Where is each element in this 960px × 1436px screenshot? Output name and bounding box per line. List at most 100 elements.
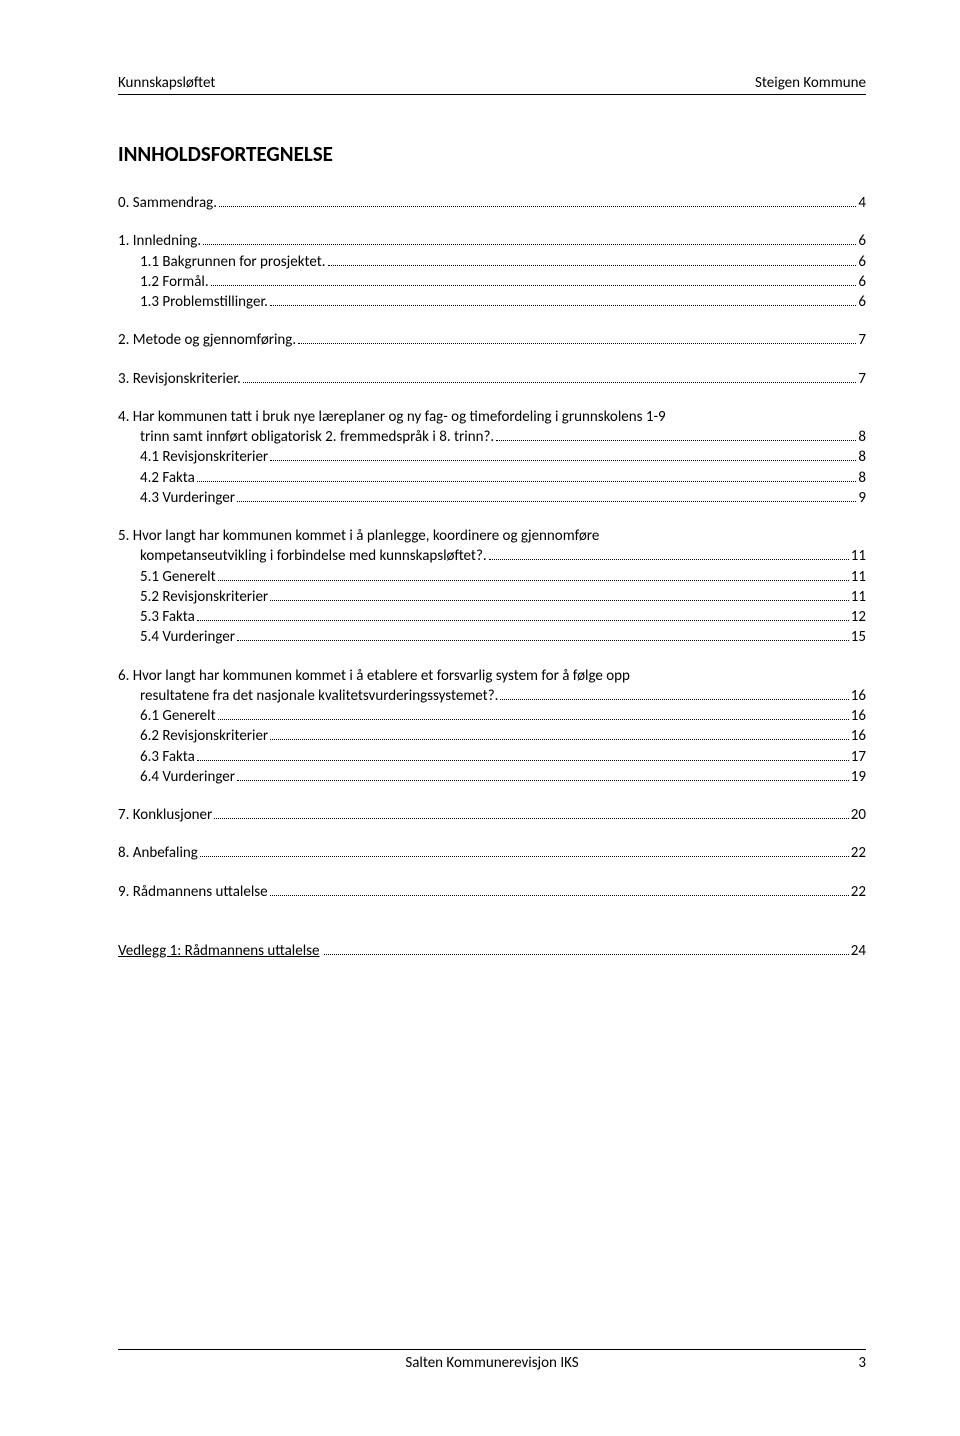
- toc-group: 3. Revisjonskriterier.7: [118, 369, 866, 389]
- toc-leader-dots: [200, 856, 849, 857]
- toc-leader-dots: [211, 285, 857, 286]
- toc-entry: 6.4 Vurderinger19: [118, 767, 866, 787]
- footer-center-text: Salten Kommunerevisjon IKS: [118, 1354, 866, 1372]
- toc-page-number: 11: [851, 567, 866, 587]
- toc-page-number: 4: [858, 193, 866, 213]
- toc-entry: 5.3 Fakta 12: [118, 607, 866, 627]
- toc-group: 2. Metode og gjennomføring. 7: [118, 330, 866, 350]
- toc-label: 4.3 Vurderinger: [140, 488, 235, 508]
- toc-label: 2. Metode og gjennomføring.: [118, 330, 296, 350]
- toc-entry: 2. Metode og gjennomføring. 7: [118, 330, 866, 350]
- toc-page-number: 8: [858, 427, 866, 447]
- toc-page-number: 7: [858, 330, 866, 350]
- toc-group: 6. Hvor langt har kommunen kommet i å et…: [118, 666, 866, 788]
- toc-leader-dots: [243, 382, 857, 383]
- toc-entry: 6.2 Revisjonskriterier 16: [118, 726, 866, 746]
- header-left: Kunnskapsløftet: [118, 74, 215, 92]
- appendix-page: 24: [851, 942, 866, 960]
- appendix-label: Vedlegg 1: Rådmannens uttalelse: [118, 942, 320, 960]
- toc-page-number: 6: [858, 231, 866, 251]
- toc-label: 5.1 Generelt: [140, 567, 216, 587]
- toc-page-number: 8: [858, 468, 866, 488]
- toc-leader-dots: [203, 244, 856, 245]
- toc-page-number: 20: [851, 805, 866, 825]
- toc-entry: resultatene fra det nasjonale kvalitetsv…: [118, 686, 866, 706]
- appendix-entry: Vedlegg 1: Rådmannens uttalelse 24: [118, 942, 866, 960]
- toc-entry: 6. Hvor langt har kommunen kommet i å et…: [118, 666, 866, 686]
- toc-group: 4. Har kommunen tatt i bruk nye læreplan…: [118, 407, 866, 508]
- toc-leader-dots: [237, 780, 849, 781]
- toc-label: 1.3 Problemstillinger.: [140, 292, 268, 312]
- toc-page-number: 22: [851, 843, 866, 863]
- toc-leader-dots: [489, 559, 849, 560]
- toc-entry: 5.1 Generelt 11: [118, 567, 866, 587]
- toc-entry: 4.1 Revisjonskriterier8: [118, 447, 866, 467]
- toc-group: 0. Sammendrag. 4: [118, 193, 866, 213]
- toc-entry: 5.2 Revisjonskriterier 11: [118, 587, 866, 607]
- toc-leader-dots: [197, 481, 857, 482]
- toc-entry: 5.4 Vurderinger15: [118, 627, 866, 647]
- toc-leader-dots: [214, 818, 849, 819]
- toc-page-number: 8: [858, 447, 866, 467]
- toc-label: 1. Innledning.: [118, 231, 201, 251]
- toc-page-number: 11: [851, 587, 866, 607]
- toc-group: 1. Innledning.61.1 Bakgrunnen for prosje…: [118, 231, 866, 312]
- toc-page-number: 6: [858, 252, 866, 272]
- toc-leader-dots: [219, 206, 856, 207]
- toc-entry: kompetanseutvikling i forbindelse med ku…: [118, 546, 866, 566]
- toc-label: resultatene fra det nasjonale kvalitetsv…: [140, 686, 498, 706]
- toc-leader-dots: [237, 640, 849, 641]
- page-header: Kunnskapsløftet Steigen Kommune: [118, 74, 866, 95]
- toc-page-number: 12: [851, 607, 866, 627]
- toc-label: 6. Hvor langt har kommunen kommet i å et…: [118, 666, 630, 686]
- toc-entry: 6.3 Fakta 17: [118, 747, 866, 767]
- toc-title: INNHOLDSFORTEGNELSE: [118, 141, 866, 167]
- toc-entry: 4.3 Vurderinger 9: [118, 488, 866, 508]
- toc-entry: 1. Innledning. 6: [118, 231, 866, 251]
- toc-leader-dots: [270, 739, 849, 740]
- toc-entry: 1.3 Problemstillinger.6: [118, 292, 866, 312]
- toc-leader-dots: [218, 580, 849, 581]
- toc-entry: 4. Har kommunen tatt i bruk nye læreplan…: [118, 407, 866, 427]
- toc-entry: 1.1 Bakgrunnen for prosjektet. 6: [118, 252, 866, 272]
- page-footer: Salten Kommunerevisjon IKS 3: [118, 1349, 866, 1374]
- toc-group: 8. Anbefaling 22: [118, 843, 866, 863]
- footer-rule: [118, 1349, 866, 1350]
- toc-entry: 3. Revisjonskriterier.7: [118, 369, 866, 389]
- toc-label: 5.2 Revisjonskriterier: [140, 587, 268, 607]
- toc-entry: 9. Rådmannens uttalelse 22: [118, 882, 866, 902]
- toc-label: 1.2 Formål.: [140, 272, 209, 292]
- toc-label: 9. Rådmannens uttalelse: [118, 882, 268, 902]
- toc-label: trinn samt innført obligatorisk 2. fremm…: [140, 427, 494, 447]
- table-of-contents: 0. Sammendrag.41. Innledning.61.1 Bakgru…: [118, 193, 866, 902]
- toc-leader-dots: [197, 760, 849, 761]
- toc-label: 1.1 Bakgrunnen for prosjektet.: [140, 252, 326, 272]
- toc-page-number: 16: [851, 726, 866, 746]
- toc-page-number: 22: [851, 882, 866, 902]
- toc-label: kompetanseutvikling i forbindelse med ku…: [140, 546, 487, 566]
- toc-leader-dots: [270, 305, 856, 306]
- toc-page-number: 6: [858, 272, 866, 292]
- toc-label: 5.3 Fakta: [140, 607, 195, 627]
- toc-group: 5. Hvor langt har kommunen kommet i å pl…: [118, 526, 866, 648]
- toc-label: 6.2 Revisjonskriterier: [140, 726, 268, 746]
- toc-leader-dots: [197, 620, 849, 621]
- toc-entry: 8. Anbefaling 22: [118, 843, 866, 863]
- toc-label: 5.4 Vurderinger: [140, 627, 235, 647]
- toc-label: 6.3 Fakta: [140, 747, 195, 767]
- toc-group: 7. Konklusjoner20: [118, 805, 866, 825]
- toc-page-number: 7: [858, 369, 866, 389]
- toc-leader-dots: [270, 460, 856, 461]
- toc-group: 9. Rådmannens uttalelse 22: [118, 882, 866, 902]
- toc-leader-dots: [218, 719, 849, 720]
- toc-page-number: 17: [851, 747, 866, 767]
- toc-entry: 5. Hvor langt har kommunen kommet i å pl…: [118, 526, 866, 546]
- toc-page-number: 16: [851, 686, 866, 706]
- toc-label: 0. Sammendrag.: [118, 193, 217, 213]
- toc-label: 4. Har kommunen tatt i bruk nye læreplan…: [118, 407, 666, 427]
- toc-leader-dots: [500, 699, 848, 700]
- toc-label: 6.1 Generelt: [140, 706, 216, 726]
- toc-page-number: 9: [858, 488, 866, 508]
- toc-label: 8. Anbefaling: [118, 843, 198, 863]
- toc-entry: 6.1 Generelt16: [118, 706, 866, 726]
